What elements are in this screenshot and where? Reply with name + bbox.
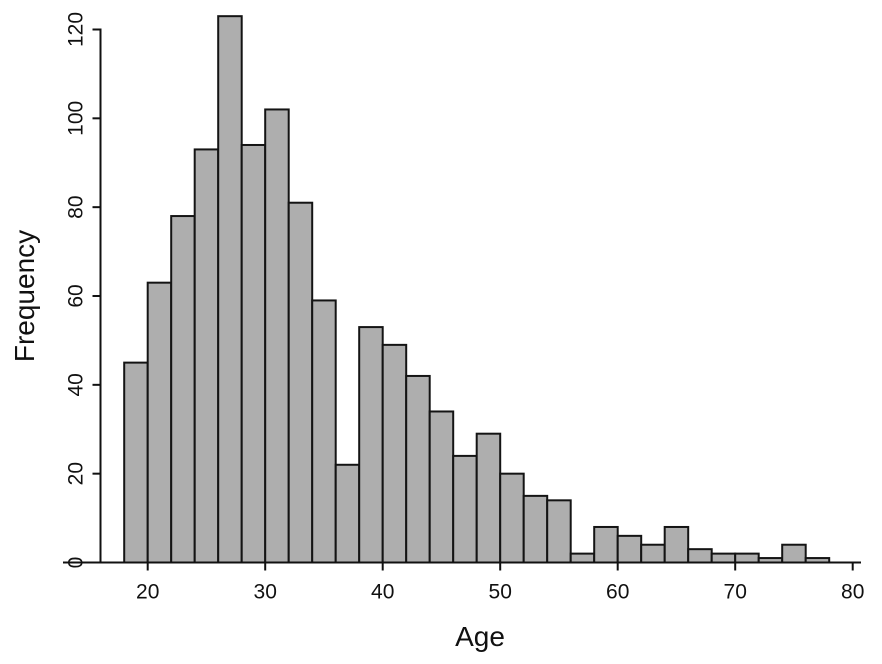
histogram-bar xyxy=(311,299,337,564)
histogram-bar xyxy=(475,432,502,564)
histogram-bar xyxy=(358,326,384,564)
y-tick-label: 100 xyxy=(65,101,88,136)
y-tick-label: 80 xyxy=(65,195,88,218)
histogram-bar xyxy=(334,463,361,564)
x-tick-label: 40 xyxy=(371,581,394,604)
histogram-bar xyxy=(381,343,408,564)
histogram-bar xyxy=(170,215,196,564)
y-axis-title: Frequency xyxy=(9,230,40,362)
histogram-bar xyxy=(405,374,431,564)
x-tick-label: 80 xyxy=(841,581,864,604)
histogram-bar xyxy=(146,281,173,564)
x-tick-label: 50 xyxy=(489,581,512,604)
histogram-bar xyxy=(287,201,314,564)
x-tick-label: 20 xyxy=(136,581,159,604)
histogram-bar xyxy=(663,525,690,564)
x-tick-label: 70 xyxy=(724,581,747,604)
histogram-bar xyxy=(240,143,267,564)
histogram-bar xyxy=(264,108,290,564)
bars-layer xyxy=(123,15,831,564)
histogram-bar xyxy=(569,552,596,564)
histogram-bar xyxy=(522,494,549,564)
histogram-bar xyxy=(546,499,572,564)
histogram-bar xyxy=(217,15,243,564)
y-tick-label: 120 xyxy=(65,12,88,47)
y-tick-label: 40 xyxy=(65,373,88,396)
histogram-bar xyxy=(123,361,149,564)
histogram-bar xyxy=(640,543,666,564)
histogram-bar xyxy=(452,454,478,564)
y-tick-label: 20 xyxy=(65,462,88,485)
axes-layer: 20 30 40 50 60 70 80 0 20 40 60 80 100 120 xyxy=(63,12,864,604)
histogram-bar xyxy=(616,534,643,564)
histogram-bar xyxy=(687,548,713,564)
x-tick-label: 30 xyxy=(254,581,277,604)
histogram-bar xyxy=(734,552,760,564)
y-tick-label: 60 xyxy=(65,284,88,307)
y-tick-label: 0 xyxy=(65,557,88,569)
x-axis-title: Age xyxy=(455,621,505,652)
histogram-bar xyxy=(781,543,807,564)
histogram-bar xyxy=(499,472,525,564)
histogram-bar xyxy=(593,525,619,564)
x-tick-label: 60 xyxy=(606,581,629,604)
histogram-bar xyxy=(710,552,737,564)
histogram-bar xyxy=(193,148,220,564)
histogram-bar xyxy=(428,410,455,564)
